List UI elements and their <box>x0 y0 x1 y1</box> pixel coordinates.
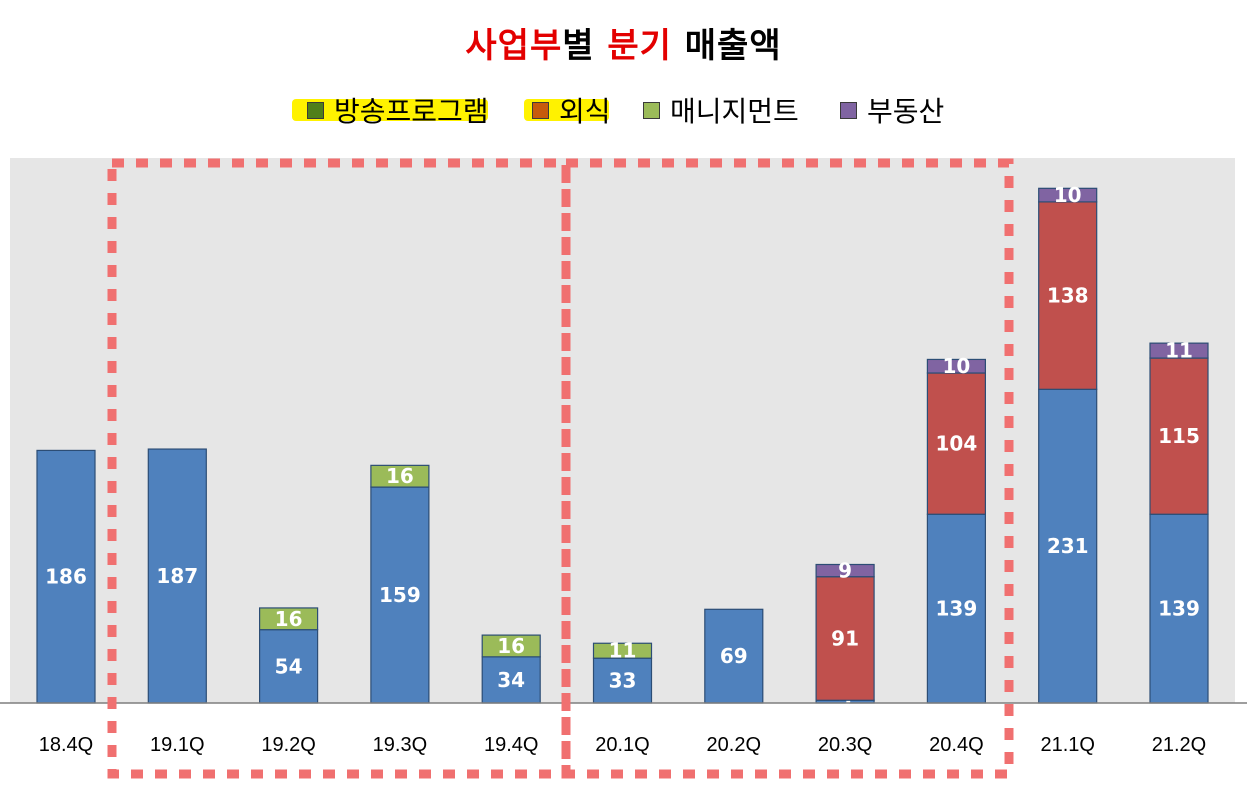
legend: 방송프로그램 외식 매니지먼트 부동산 <box>0 88 1247 132</box>
plot-area <box>10 158 1235 703</box>
bar-20.4Q-s1 <box>926 372 987 515</box>
data-label-19.2Q-s2: 16 <box>275 607 303 631</box>
x-tick-label-20.3Q: 20.3Q <box>818 734 872 756</box>
legend-swatch-dining <box>532 101 549 119</box>
x-tick-label-20.4Q: 20.4Q <box>929 734 983 756</box>
legend-swatch-management <box>643 101 660 119</box>
title-part-4: 매출액 <box>671 26 782 66</box>
title-part-2: 별 <box>562 26 608 66</box>
bar-21.2Q-s3 <box>1149 342 1209 359</box>
data-label-21.2Q-s3: 11 <box>1165 339 1193 363</box>
x-tick-label-20.2Q: 20.2Q <box>707 734 761 756</box>
data-label-19.4Q-s2: 16 <box>497 634 525 658</box>
bar-20.1Q-s2 <box>592 642 653 659</box>
chart-title: 사업부별 분기 매출액 <box>0 18 1247 67</box>
dashed-box-2020 <box>561 158 1014 779</box>
x-tick-label-19.3Q: 19.3Q <box>373 734 427 756</box>
data-label-19.3Q-s2: 16 <box>386 464 414 488</box>
bar-19.3Q-s0 <box>370 486 430 704</box>
x-tick-label-20.1Q: 20.1Q <box>595 734 649 756</box>
legend-swatch-broadcast <box>307 101 324 119</box>
title-part-1: 사업부 <box>465 26 563 66</box>
legend-item-management: 매니지먼트 <box>643 88 799 132</box>
legend-item-dining: 외식 <box>532 88 611 132</box>
bar-20.3Q-s3 <box>815 563 875 578</box>
data-label-19.2Q-s0: 54 <box>275 654 303 678</box>
bar-20.4Q-s3 <box>926 358 987 374</box>
bar-19.3Q-s2 <box>370 464 430 488</box>
data-label-21.1Q-s3: 10 <box>1054 183 1082 207</box>
bar-19.1Q-s0 <box>147 448 207 704</box>
bar-18.4Q-s0 <box>36 449 96 704</box>
dashed-box-2019 <box>107 158 571 779</box>
legend-label-dining: 외식 <box>559 95 611 128</box>
x-tick-label-21.1Q: 21.1Q <box>1040 734 1094 756</box>
bar-20.4Q-s0 <box>926 513 987 704</box>
data-label-20.4Q-s0: 139 <box>936 597 978 621</box>
bar-19.4Q-s2 <box>481 634 541 658</box>
data-label-20.1Q-s2: 11 <box>609 639 637 663</box>
x-tick-label-19.1Q: 19.1Q <box>150 734 204 756</box>
legend-label-management: 매니지먼트 <box>670 95 799 128</box>
data-label-21.1Q-s1: 138 <box>1047 284 1089 308</box>
data-label-20.3Q-s3: 9 <box>838 559 852 583</box>
bar-19.2Q-s0 <box>259 629 319 704</box>
legend-swatch-realestate <box>840 101 857 119</box>
data-label-21.1Q-s0: 231 <box>1047 534 1089 558</box>
data-label-21.2Q-s0: 139 <box>1158 597 1200 621</box>
bar-19.2Q-s2 <box>259 607 319 631</box>
bar-21.1Q-s1 <box>1038 201 1098 390</box>
x-tick-label-21.2Q: 21.2Q <box>1152 734 1206 756</box>
data-label-21.2Q-s1: 115 <box>1158 424 1200 448</box>
bar-21.2Q-s1 <box>1149 357 1209 515</box>
legend-item-broadcast: 방송프로그램 <box>307 88 489 132</box>
data-label-20.4Q-s1: 104 <box>936 432 978 456</box>
legend-label-realestate: 부동산 <box>867 95 945 128</box>
data-label-19.4Q-s0: 34 <box>497 668 525 692</box>
legend-label-broadcast: 방송프로그램 <box>334 95 489 128</box>
x-tick-label-19.4Q: 19.4Q <box>484 734 538 756</box>
x-tick-label-19.2Q: 19.2Q <box>261 734 315 756</box>
data-label-20.3Q-s1: 91 <box>831 626 859 650</box>
data-label-20.2Q-s0: 69 <box>720 644 748 668</box>
legend-item-realestate: 부동산 <box>840 88 944 132</box>
bar-21.1Q-s0 <box>1038 388 1098 704</box>
x-tick-label-18.4Q: 18.4Q <box>39 734 93 756</box>
title-part-3: 분기 <box>607 26 672 66</box>
data-label-20.1Q-s0: 33 <box>609 669 637 693</box>
data-label-18.4Q-s0: 186 <box>45 565 87 589</box>
legend-highlight-1 <box>292 99 488 121</box>
data-label-19.1Q-s0: 187 <box>156 564 198 588</box>
bar-19.4Q-s0 <box>481 656 541 704</box>
data-label-20.4Q-s3: 10 <box>942 354 970 378</box>
bar-21.1Q-s3 <box>1038 187 1098 203</box>
data-label-19.3Q-s0: 159 <box>379 583 421 607</box>
bar-20.2Q-s0 <box>704 608 764 704</box>
